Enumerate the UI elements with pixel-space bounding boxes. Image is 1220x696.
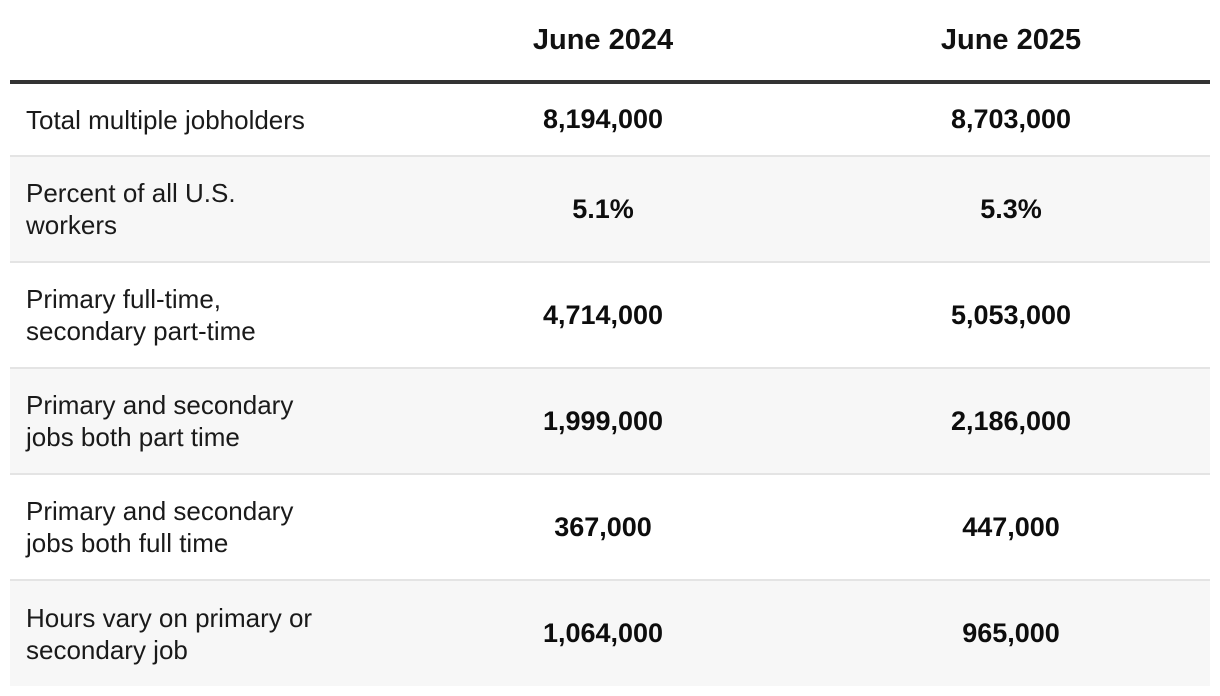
row-label-text: Hours vary on primary or secondary job [26,602,313,665]
table-row: Primary and secondary jobs both full tim… [10,474,1210,581]
cell-june-2025: 965,000 [812,580,1210,686]
cell-june-2024: 5.1% [394,156,812,263]
table-body: Total multiple jobholders 8,194,000 8,70… [10,82,1210,686]
row-label-text: Percent of all U.S. workers [26,178,236,240]
cell-june-2024: 367,000 [394,474,812,581]
row-label: Primary and secondary jobs both part tim… [10,368,394,475]
cell-june-2025: 447,000 [812,474,1210,581]
column-header-june-2025: June 2025 [812,0,1210,84]
row-label: Percent of all U.S. workers [10,156,394,263]
table-row: Primary full-time, secondary part-time 4… [10,262,1210,369]
header-row: June 2024 June 2025 [10,0,1210,84]
table-row: Total multiple jobholders 8,194,000 8,70… [10,82,1210,157]
row-label: Primary and secondary jobs both full tim… [10,474,394,581]
cell-june-2025: 5,053,000 [812,262,1210,369]
table-header: June 2024 June 2025 [10,0,1210,84]
cell-june-2024: 1,064,000 [394,580,812,686]
row-label: Hours vary on primary or secondary job [10,580,394,686]
cell-june-2024: 4,714,000 [394,262,812,369]
header-label-cell [10,0,394,84]
table-row: Percent of all U.S. workers 5.1% 5.3% [10,156,1210,263]
cell-june-2024: 8,194,000 [394,82,812,157]
cell-june-2025: 2,186,000 [812,368,1210,475]
row-label-text: Primary full-time, secondary part-time [26,284,256,346]
column-header-june-2024: June 2024 [394,0,812,84]
row-label: Total multiple jobholders [10,82,394,157]
row-label: Primary full-time, secondary part-time [10,262,394,369]
cell-june-2025: 5.3% [812,156,1210,263]
cell-june-2024: 1,999,000 [394,368,812,475]
row-label-text: Total multiple jobholders [26,104,305,135]
row-label-text: Primary and secondary jobs both full tim… [26,496,294,558]
data-table: June 2024 June 2025 Total multiple jobho… [10,0,1210,686]
cell-june-2025: 8,703,000 [812,82,1210,157]
table-row: Hours vary on primary or secondary job 1… [10,580,1210,686]
table-row: Primary and secondary jobs both part tim… [10,368,1210,475]
row-label-text: Primary and secondary jobs both part tim… [26,390,294,452]
